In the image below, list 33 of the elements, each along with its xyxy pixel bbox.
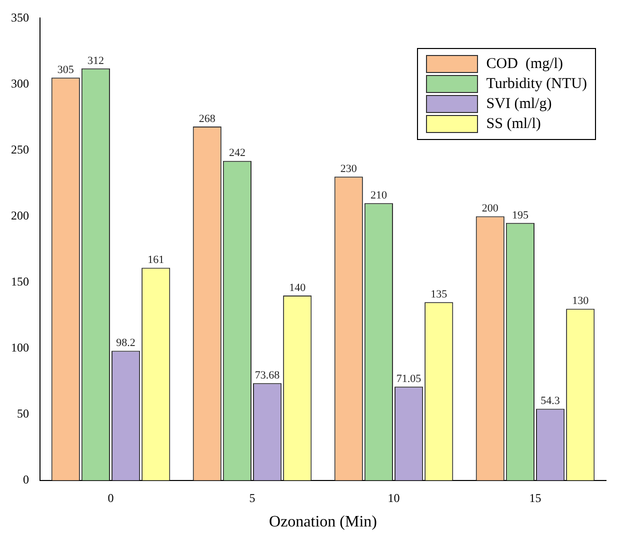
- legend-label: COD (mg/l): [486, 56, 563, 72]
- y-tick-label: 250: [11, 142, 29, 156]
- data-label: 54.3: [540, 395, 560, 408]
- y-tick-label: 100: [11, 340, 29, 354]
- y-tick-label: 0: [23, 472, 29, 487]
- y-tick-label: 50: [17, 406, 29, 421]
- x-tick-label: 0: [108, 490, 114, 505]
- data-label: 200: [482, 202, 499, 215]
- data-label: 98.2: [116, 337, 136, 350]
- data-label: 135: [430, 288, 448, 301]
- legend-label: Turbidity (NTU): [486, 76, 587, 92]
- data-label: 268: [198, 112, 216, 125]
- legend-label: SS (ml/l): [486, 116, 541, 132]
- y-tick-label: 350: [11, 10, 29, 24]
- data-label: 71.05: [396, 372, 422, 385]
- x-axis-title: Ozonation (Min): [269, 514, 377, 531]
- data-label: 140: [289, 282, 306, 294]
- data-label: 210: [370, 189, 388, 202]
- x-tick-label: 10: [388, 490, 400, 505]
- data-label: 195: [512, 209, 529, 222]
- data-label: 130: [572, 295, 590, 308]
- data-label: 73.68: [254, 369, 280, 382]
- x-tick-label: 5: [249, 490, 256, 505]
- data-label: 242: [228, 147, 246, 160]
- data-label: 305: [57, 64, 74, 76]
- x-tick-label: 15: [529, 490, 542, 505]
- data-label: 161: [148, 254, 164, 266]
- y-tick-label: 300: [11, 76, 29, 90]
- y-tick-label: 150: [11, 274, 29, 288]
- data-label: 230: [340, 163, 358, 176]
- legend-label: SVI (ml/g): [486, 96, 552, 112]
- y-tick-label: 200: [11, 208, 29, 222]
- data-label: 312: [87, 54, 104, 67]
